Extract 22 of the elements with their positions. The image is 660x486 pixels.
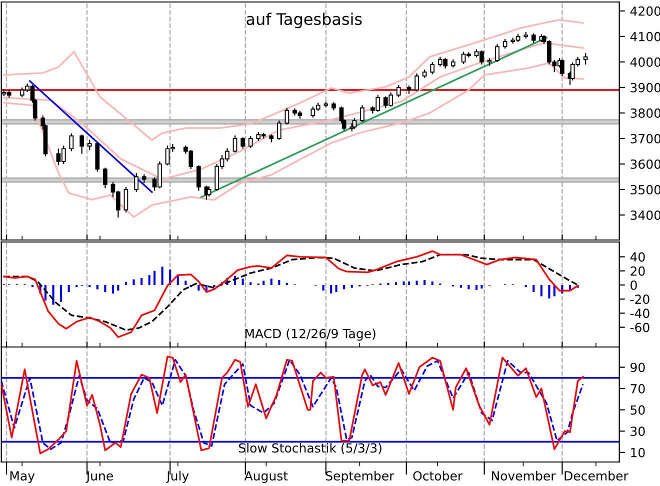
y-tick-label: 70 <box>630 384 645 394</box>
x-tick-label: May <box>10 471 35 483</box>
y-tick-label: 50 <box>630 405 645 415</box>
y-tick-label: 0 <box>630 280 637 290</box>
y-tick-label: 20 <box>630 266 645 276</box>
annotation: MACD (12/26/9 Tage) <box>245 328 376 341</box>
annotation: Slow Stochastik (5/3/3) <box>238 443 382 454</box>
text: auf Tagesbasis <box>246 12 362 28</box>
x-tick-label: October <box>413 470 463 481</box>
x-tick-label: December <box>564 470 628 481</box>
y-tick-label: 30 <box>630 426 645 436</box>
y-tick-label: -20 <box>630 294 650 304</box>
x-tick-label: September <box>326 470 394 483</box>
x-tick-label: November <box>492 470 556 481</box>
y-tick-label: 40 <box>630 252 645 262</box>
y-tick-label: -40 <box>630 308 650 318</box>
x-tick-label: August <box>244 471 288 483</box>
x-tick-label: June <box>86 471 113 483</box>
y-tick-label: 90 <box>630 362 645 372</box>
y-tick-label: -60 <box>630 322 650 332</box>
y-tick-label: 10 <box>631 448 645 458</box>
x-tick-label: July <box>166 470 189 483</box>
